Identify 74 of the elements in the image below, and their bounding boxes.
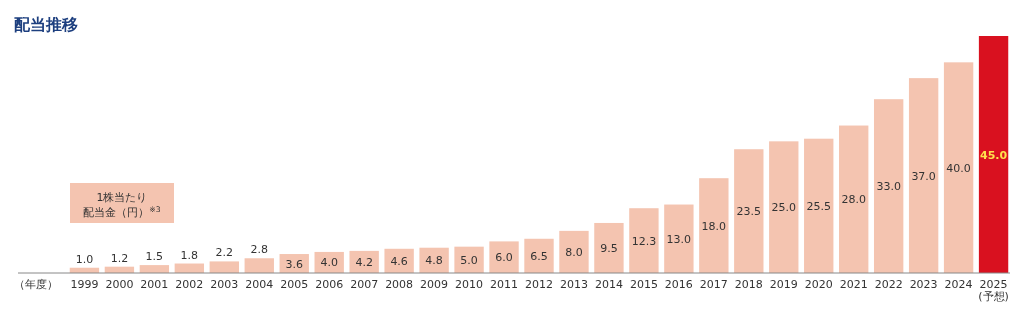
x-tick-label: 2005 <box>280 278 309 291</box>
data-label: 13.0 <box>666 232 692 246</box>
x-tick-label: 2022 <box>874 278 903 291</box>
x-tick-label: 2013 <box>559 278 588 291</box>
data-label: 9.5 <box>600 241 618 255</box>
bar <box>943 62 974 273</box>
data-label: 25.0 <box>771 201 797 215</box>
data-label: 2.2 <box>215 246 234 260</box>
x-tick-label: 2020 <box>804 278 833 291</box>
bar <box>769 141 799 273</box>
bar <box>839 125 869 273</box>
x-tick-label: 2024 <box>944 278 973 291</box>
bar <box>629 208 659 273</box>
x-tick-label: 1999 <box>70 278 99 291</box>
bar <box>908 78 939 273</box>
bar <box>524 238 554 273</box>
data-label: 18.0 <box>701 219 727 233</box>
bar <box>209 261 239 273</box>
x-tick-label: 2018 <box>734 278 763 291</box>
x-tick-label: 2004 <box>245 278 274 291</box>
data-label: 4.2 <box>355 255 373 269</box>
data-label: 23.5 <box>736 205 762 219</box>
data-label: 25.5 <box>806 199 831 213</box>
x-tick-label: 2008 <box>385 278 414 291</box>
data-label: 37.0 <box>911 169 936 183</box>
bar <box>699 178 729 273</box>
data-label: 12.3 <box>631 234 657 248</box>
x-tick-label: 2002 <box>175 278 204 291</box>
x-tick-label: 2023 <box>909 278 938 291</box>
x-tick-label: 2009 <box>420 278 449 291</box>
x-tick-label: 2001 <box>140 278 169 291</box>
x-tick-label: 2025 (予想) <box>978 278 1009 303</box>
x-tick-label: 2011 <box>490 278 519 291</box>
data-label: 5.0 <box>460 253 478 267</box>
x-axis-title: （年度） <box>14 278 58 291</box>
x-tick-label: 2003 <box>210 278 239 291</box>
data-label: 1.8 <box>180 248 199 262</box>
bar <box>559 230 589 273</box>
data-label: 40.0 <box>946 161 971 175</box>
x-tick-label: 2017 <box>699 278 728 291</box>
data-label: 1.5 <box>145 250 164 264</box>
bar <box>594 222 624 273</box>
bar <box>873 99 904 273</box>
data-label: 1.2 <box>110 251 129 265</box>
data-label: 6.5 <box>530 249 548 263</box>
x-tick-label: 2007 <box>350 278 379 291</box>
data-label: 2.8 <box>250 243 269 257</box>
data-label: 3.6 <box>285 257 303 271</box>
x-tick-label: 2000 <box>105 278 134 291</box>
bar <box>664 204 694 273</box>
x-tick-label: 2019 <box>769 278 798 291</box>
x-tick-label: 2021 <box>839 278 868 291</box>
data-label: 4.8 <box>425 254 443 268</box>
data-label: 8.0 <box>565 245 583 259</box>
x-tick-label: 2016 <box>664 278 693 291</box>
data-label: 28.0 <box>841 193 866 207</box>
bar <box>244 258 274 273</box>
bar <box>734 149 764 273</box>
x-tick-label: 2015 <box>629 278 658 291</box>
text: 1株当たり配当金（円）$^{※3}$ <box>83 191 161 219</box>
data-label: 1.0 <box>75 252 94 266</box>
x-tick-label: 2010 <box>455 278 484 291</box>
x-tick-label: 2014 <box>594 278 623 291</box>
x-tick-label: 2012 <box>525 278 553 291</box>
data-label: 4.0 <box>320 256 338 270</box>
bar <box>804 138 834 273</box>
data-label: 6.0 <box>495 251 513 265</box>
chart-title: 配当推移 <box>14 15 78 34</box>
data-label: 45.0 <box>980 148 1008 162</box>
data-label: 4.6 <box>390 254 408 268</box>
bar <box>978 36 1009 273</box>
bar <box>489 241 519 273</box>
data-label: 33.0 <box>876 180 901 194</box>
x-tick-label: 2006 <box>315 278 344 291</box>
